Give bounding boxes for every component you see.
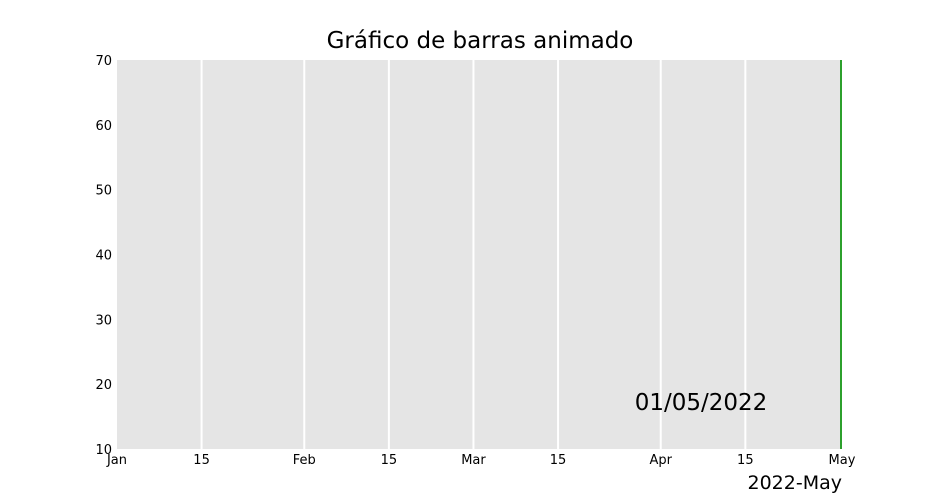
y-tick-label: 50 (95, 184, 112, 199)
x-tick-label: Mar (461, 453, 486, 468)
y-axis-ticks: 10 20 30 40 50 60 70 (95, 54, 112, 458)
y-tick-label: 60 (95, 119, 112, 134)
y-tick-label: 70 (95, 54, 112, 69)
plot-area (117, 60, 842, 449)
x-tick-label: Apr (650, 453, 673, 468)
grid-lines (200, 60, 747, 449)
x-tick-label: 15 (550, 453, 567, 468)
x-tick-label: Feb (293, 453, 316, 468)
x-tick-label: Jan (106, 453, 127, 468)
period-label: 2022-May (748, 472, 843, 494)
x-tick-label: May (829, 453, 856, 468)
x-tick-label: 15 (193, 453, 210, 468)
x-axis-ticks: Jan 15 Feb 15 Mar 15 Apr 15 May (106, 453, 856, 468)
y-tick-label: 20 (95, 378, 112, 393)
x-tick-label: 15 (737, 453, 754, 468)
date-annotation: 01/05/2022 (635, 390, 768, 416)
y-tick-label: 30 (95, 313, 112, 328)
y-tick-label: 40 (95, 249, 112, 264)
y-tick-label: 10 (95, 443, 112, 458)
x-tick-label: 15 (381, 453, 398, 468)
chart-title: Gráfico de barras animado (327, 28, 634, 54)
